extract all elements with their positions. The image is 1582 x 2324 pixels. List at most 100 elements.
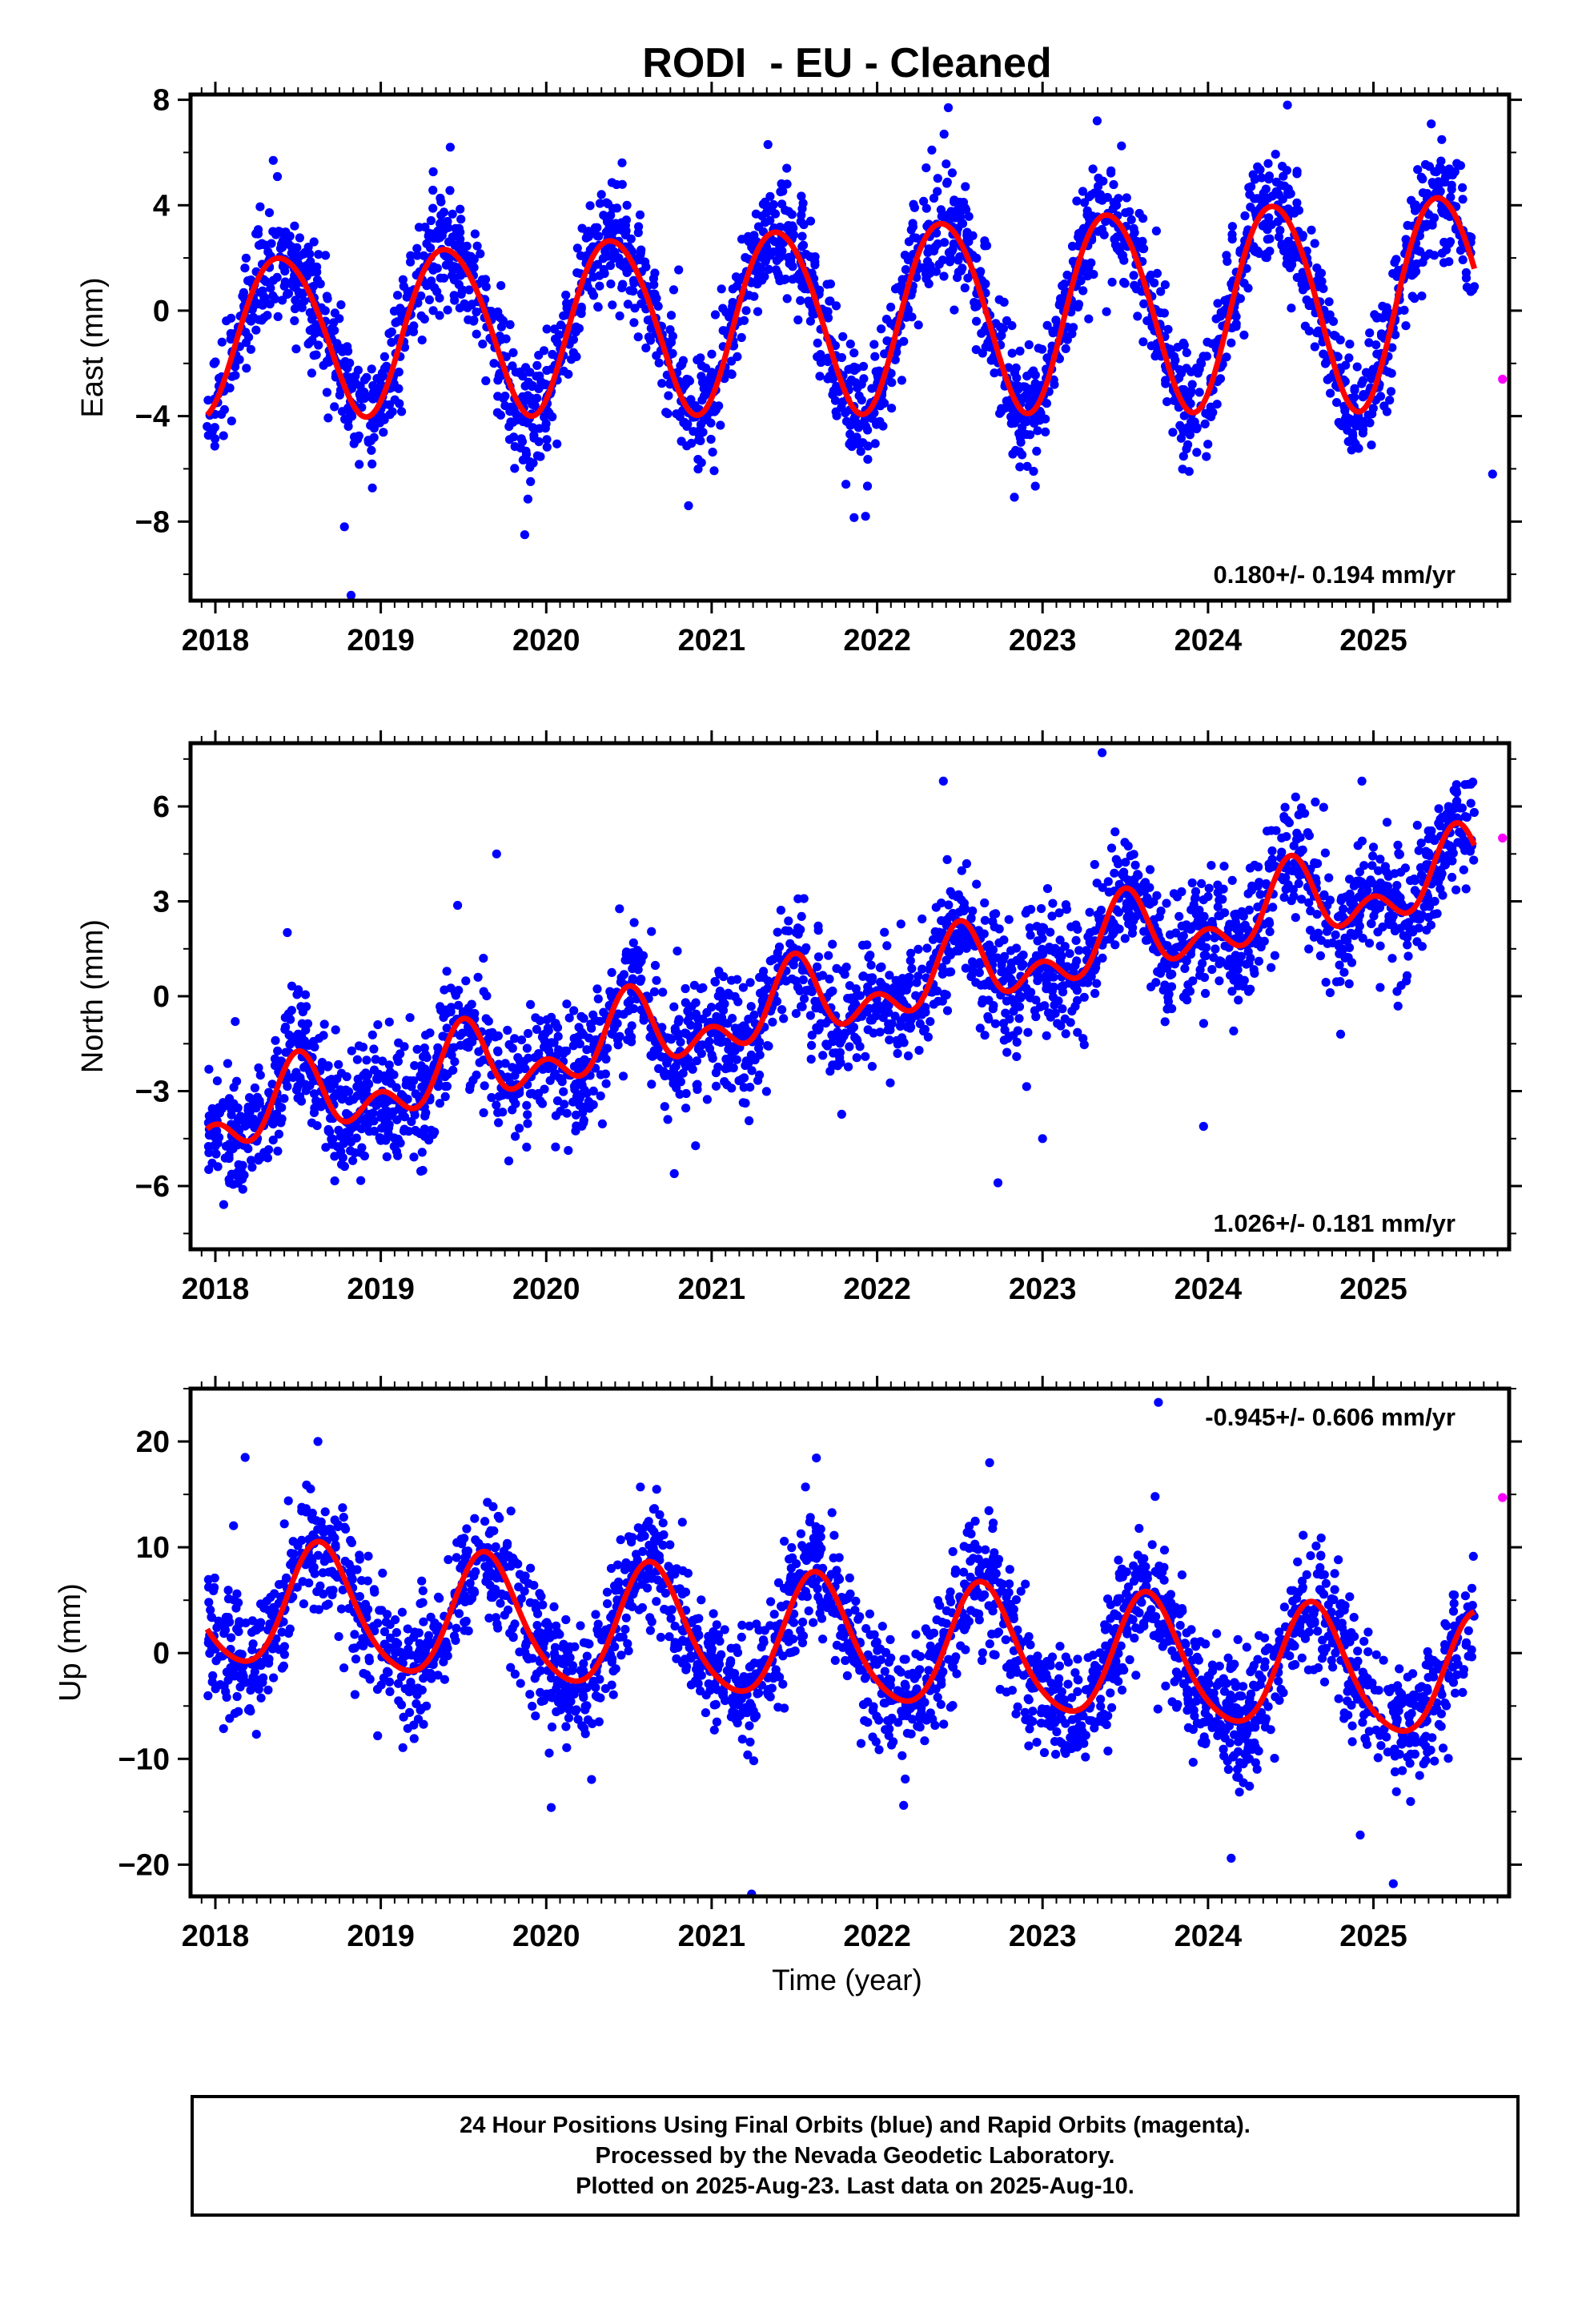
- final-orbit-point: [980, 980, 990, 990]
- final-orbit-point: [368, 381, 378, 391]
- final-orbit-point: [1161, 379, 1170, 388]
- final-orbit-point: [1466, 798, 1476, 808]
- final-orbit-point: [1192, 424, 1202, 434]
- final-orbit-point: [211, 434, 220, 444]
- final-orbit-point: [547, 1012, 556, 1022]
- final-orbit-point: [1364, 338, 1374, 348]
- final-orbit-point: [428, 167, 438, 177]
- final-orbit-point: [1174, 911, 1184, 921]
- final-orbit-point: [1251, 247, 1261, 257]
- final-orbit-point: [1030, 481, 1040, 491]
- y-tick-label: 4: [153, 189, 170, 223]
- final-orbit-point: [412, 1044, 422, 1054]
- final-orbit-point: [871, 367, 881, 376]
- final-orbit-point: [1281, 884, 1291, 895]
- final-orbit-point: [268, 155, 278, 165]
- final-orbit-point: [784, 916, 793, 926]
- final-orbit-point: [919, 196, 929, 206]
- final-orbit-point: [416, 1071, 425, 1080]
- final-orbit-point: [627, 1021, 636, 1031]
- final-orbit-point: [1388, 911, 1398, 921]
- final-orbit-point: [394, 384, 404, 393]
- final-orbit-point: [793, 929, 803, 939]
- final-orbit-point: [1231, 312, 1241, 321]
- final-orbit-point: [522, 1043, 532, 1053]
- final-orbit-point: [1239, 330, 1249, 340]
- final-orbit-point: [307, 1118, 317, 1128]
- final-orbit-point: [377, 1094, 387, 1104]
- final-orbit-point: [1010, 493, 1019, 502]
- final-orbit-point: [1328, 316, 1339, 326]
- final-orbit-point: [307, 311, 318, 320]
- final-orbit-point: [295, 233, 304, 243]
- final-orbit-point: [540, 1042, 549, 1052]
- final-orbit-point: [231, 362, 240, 372]
- final-orbit-point: [1456, 161, 1465, 171]
- final-orbit-point: [619, 970, 629, 979]
- final-orbit-point: [556, 1107, 565, 1116]
- final-orbit-point: [1337, 421, 1347, 431]
- final-orbit-point: [1173, 343, 1182, 352]
- final-orbit-point: [590, 223, 600, 232]
- final-orbit-point: [574, 324, 584, 333]
- final-orbit-point: [204, 1064, 214, 1074]
- final-orbit-point: [309, 1089, 319, 1099]
- final-orbit-point: [336, 300, 346, 310]
- final-orbit-point: [823, 357, 833, 367]
- final-orbit-point: [1326, 388, 1335, 398]
- final-orbit-point: [238, 1184, 247, 1194]
- final-orbit-point: [822, 279, 832, 289]
- final-orbit-point: [1250, 860, 1259, 870]
- final-orbit-point: [1197, 359, 1207, 368]
- final-orbit-point: [837, 1109, 846, 1119]
- final-orbit-point: [724, 988, 733, 998]
- final-orbit-point: [835, 1053, 845, 1063]
- final-orbit-point: [426, 215, 436, 226]
- final-orbit-point: [967, 971, 977, 980]
- final-orbit-point: [914, 1046, 924, 1055]
- final-orbit-point: [1006, 975, 1016, 984]
- final-orbit-point: [584, 1033, 594, 1043]
- final-orbit-point: [347, 1046, 356, 1055]
- final-orbit-point: [293, 1081, 303, 1092]
- final-orbit-point: [972, 879, 982, 889]
- final-orbit-point: [412, 251, 422, 260]
- final-orbit-point: [424, 228, 434, 238]
- final-orbit-point: [219, 1200, 228, 1209]
- final-orbit-point: [1151, 978, 1161, 987]
- east-panel: 2018 2019 2020 2021 2022 2023 2024 2025−8−4048E…: [76, 82, 1522, 657]
- final-orbit-point: [1304, 830, 1314, 840]
- final-orbit-point: [1364, 939, 1375, 948]
- final-orbit-point: [1093, 910, 1102, 919]
- final-orbit-point: [568, 335, 579, 344]
- final-orbit-point: [1452, 885, 1461, 895]
- final-orbit-point: [1354, 444, 1363, 453]
- final-orbit-point: [1461, 267, 1471, 278]
- final-orbit-point: [861, 1051, 870, 1061]
- final-orbit-point: [993, 953, 1002, 963]
- final-orbit-point: [635, 210, 645, 219]
- final-orbit-point: [345, 358, 355, 368]
- x-tick-label: 2024: [1174, 624, 1243, 657]
- final-orbit-point: [351, 1133, 361, 1143]
- final-orbit-point: [1046, 927, 1055, 937]
- final-orbit-point: [1150, 352, 1160, 361]
- final-orbit-point: [444, 223, 453, 232]
- final-orbit-point: [612, 1035, 623, 1044]
- final-orbit-point: [929, 999, 938, 1009]
- final-orbit-point: [652, 975, 661, 985]
- final-orbit-point: [1262, 253, 1271, 263]
- final-orbit-point: [1206, 402, 1215, 412]
- final-orbit-point: [970, 298, 979, 308]
- final-orbit-point: [807, 1040, 817, 1050]
- final-orbit-point: [882, 336, 892, 346]
- final-orbit-point: [708, 448, 717, 457]
- final-orbit-point: [944, 900, 954, 910]
- final-orbit-point: [871, 1006, 881, 1015]
- final-orbit-point: [737, 332, 746, 343]
- final-orbit-point: [1344, 353, 1354, 363]
- final-orbit-point: [755, 1050, 765, 1059]
- final-orbit-point: [625, 286, 635, 296]
- final-orbit-point: [407, 1116, 416, 1127]
- final-orbit-point: [1074, 946, 1084, 955]
